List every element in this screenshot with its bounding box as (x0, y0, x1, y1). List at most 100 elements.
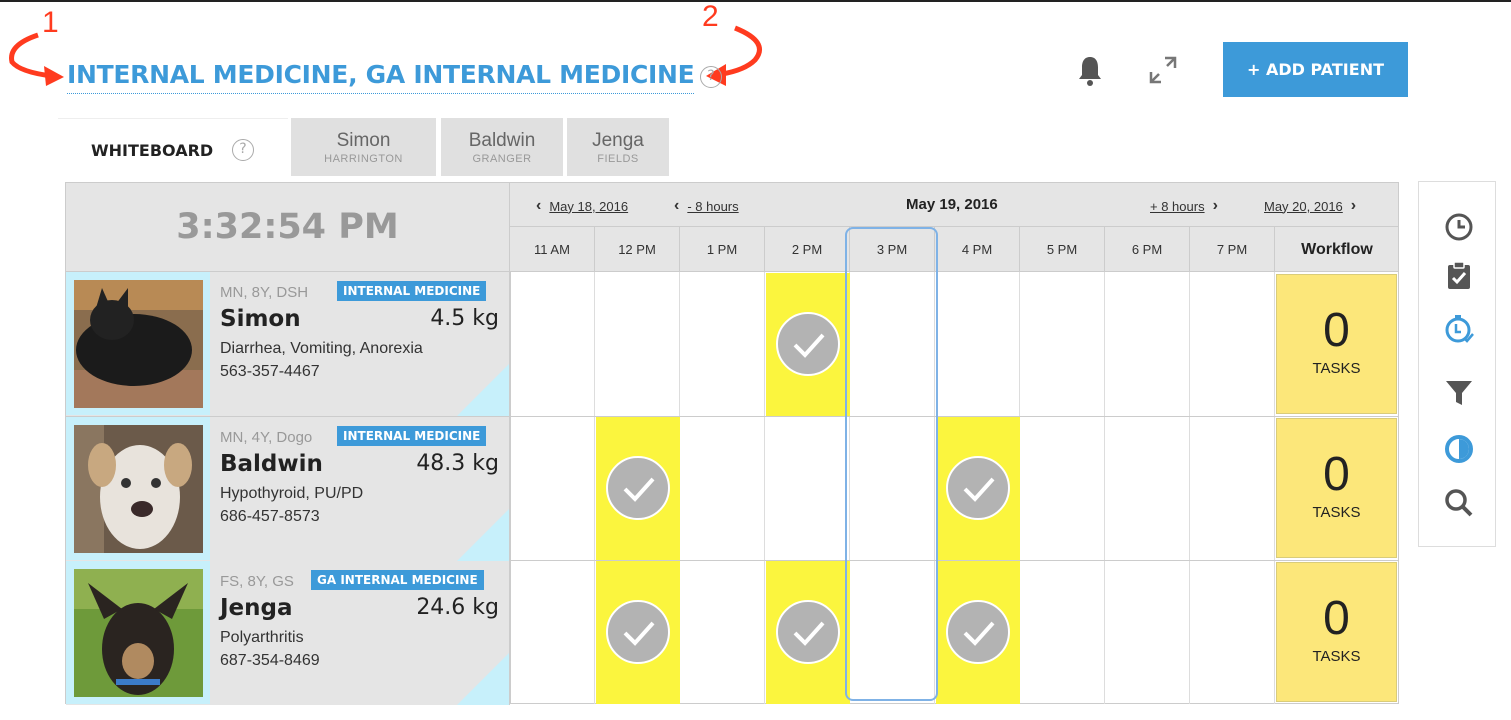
clipboard-check-icon[interactable] (1444, 260, 1474, 290)
next-hours-label[interactable]: + 8 hours (1150, 198, 1205, 214)
task-complete-icon[interactable] (776, 600, 840, 664)
patient-conditions: Polyarthritis (220, 629, 304, 646)
tasks-count: 0 (1323, 304, 1350, 357)
tab-patient-first-name: Baldwin (468, 130, 536, 151)
tab-patient-simon[interactable]: Simon HARRINGTON (291, 118, 436, 176)
workflow-tasks-baldwin[interactable]: 0 TASKS (1276, 418, 1397, 558)
patient-card-baldwin[interactable]: MN, 4Y, Dogo INTERNAL MEDICINE Baldwin 4… (66, 417, 510, 561)
clock-icon[interactable] (1444, 212, 1474, 242)
patient-weight: 24.6 kg (416, 595, 499, 620)
patient-conditions: Diarrhea, Vomiting, Anorexia (220, 340, 423, 357)
patient-photo-frame (66, 272, 210, 415)
task-complete-icon[interactable] (946, 456, 1010, 520)
task-complete-icon[interactable] (606, 456, 670, 520)
fullscreen-icon[interactable] (1149, 56, 1177, 84)
prev-day-link[interactable]: ‹ May 18, 2016 (536, 197, 628, 215)
hour-header: 11 AM 12 PM 1 PM 2 PM 3 PM 4 PM 5 PM 6 P… (510, 227, 1398, 272)
next-day-label[interactable]: May 20, 2016 (1264, 198, 1343, 214)
department-badge: INTERNAL MEDICINE (337, 426, 487, 446)
search-icon[interactable] (1444, 488, 1474, 518)
row-divider (66, 416, 1398, 417)
hour-label: 6 PM (1105, 227, 1190, 272)
annotation-arrowhead-1-top (44, 66, 64, 86)
tab-patient-last-name: GRANGER (472, 153, 532, 165)
annotation-arrow-1-top (9, 32, 53, 79)
patient-phone: 687-354-8469 (220, 652, 320, 669)
page-title[interactable]: INTERNAL MEDICINE, GA INTERNAL MEDICINE (67, 60, 695, 94)
patient-phone: 563-357-4467 (220, 363, 320, 380)
hour-label: 11 AM (510, 227, 595, 272)
whiteboard-help-icon[interactable]: ? (232, 139, 254, 161)
tab-patient-first-name: Jenga (592, 130, 644, 151)
patient-photo-frame (66, 561, 210, 704)
patient-photo-frame (66, 417, 210, 560)
task-complete-icon[interactable] (946, 600, 1010, 664)
hour-column (1190, 272, 1275, 704)
corner-accent (457, 653, 509, 705)
workflow-tasks-jenga[interactable]: 0 TASKS (1276, 562, 1397, 702)
tasks-label: TASKS (1312, 504, 1361, 521)
task-complete-icon[interactable] (606, 600, 670, 664)
prev-hours-label[interactable]: - 8 hours (687, 198, 739, 214)
tasks-count: 0 (1323, 448, 1350, 501)
next-day-link[interactable]: May 20, 2016 › (1264, 197, 1356, 215)
patient-weight: 4.5 kg (430, 306, 499, 331)
tab-patient-last-name: FIELDS (597, 153, 639, 165)
hour-label: 7 PM (1190, 227, 1275, 272)
hour-label: 4 PM (935, 227, 1020, 272)
patient-photo (74, 425, 203, 553)
right-toolbar (1418, 181, 1496, 547)
department-badge: INTERNAL MEDICINE (337, 281, 487, 301)
department-badge: GA INTERNAL MEDICINE (311, 570, 484, 590)
chevron-left-icon: ‹ (674, 197, 680, 214)
task-complete-icon[interactable] (776, 312, 840, 376)
hour-label: 5 PM (1020, 227, 1105, 272)
hour-column (680, 272, 765, 704)
tab-patient-jenga[interactable]: Jenga FIELDS (567, 118, 669, 176)
patient-name[interactable]: Jenga (220, 595, 293, 621)
prev-hours-link[interactable]: ‹ - 8 hours (674, 197, 739, 215)
patient-name[interactable]: Baldwin (220, 451, 323, 477)
tab-whiteboard[interactable]: WHITEBOARD ? (58, 118, 288, 176)
patient-signalment: MN, 4Y, Dogo (220, 429, 313, 446)
bell-icon[interactable] (1077, 55, 1103, 87)
patient-photo (74, 569, 203, 697)
corner-accent (457, 364, 509, 416)
prev-day-label[interactable]: May 18, 2016 (549, 198, 629, 214)
hour-column (765, 272, 850, 704)
patient-card-jenga[interactable]: FS, 8Y, GS GA INTERNAL MEDICINE Jenga 24… (66, 561, 510, 705)
hour-label: 2 PM (765, 227, 850, 272)
filter-icon[interactable] (1444, 378, 1474, 408)
timer-check-icon[interactable] (1444, 314, 1474, 344)
add-patient-button[interactable]: + ADD PATIENT (1223, 42, 1408, 97)
help-icon[interactable]: ? (700, 66, 722, 88)
hour-column (1020, 272, 1105, 704)
patient-phone: 686-457-8573 (220, 508, 320, 525)
next-hours-link[interactable]: + 8 hours › (1150, 197, 1218, 215)
workflow-tasks-simon[interactable]: 0 TASKS (1276, 274, 1397, 414)
current-time: 3:32:54 PM (66, 183, 510, 272)
tab-patient-last-name: HARRINGTON (324, 153, 403, 165)
workflow-header: Workflow (1301, 240, 1373, 258)
annotation-label-2-top: 2 (702, 0, 719, 33)
patient-name[interactable]: Simon (220, 306, 301, 332)
tasks-count: 0 (1323, 592, 1350, 645)
tasks-label: TASKS (1312, 648, 1361, 665)
tab-patient-baldwin[interactable]: Baldwin GRANGER (441, 118, 563, 176)
hour-label: 1 PM (680, 227, 765, 272)
patient-photo (74, 280, 203, 408)
whiteboard-grid: 3:32:54 PM ‹ May 18, 2016 ‹ - 8 hours Ma… (65, 182, 1399, 705)
chevron-right-icon: › (1350, 197, 1357, 214)
hour-column (510, 272, 595, 704)
patient-signalment: MN, 8Y, DSH (220, 284, 309, 301)
patient-card-simon[interactable]: MN, 8Y, DSH INTERNAL MEDICINE Simon 4.5 … (66, 272, 510, 416)
hour-label: 12 PM (595, 227, 680, 272)
hour-column (850, 272, 935, 704)
current-hour-highlight (845, 227, 938, 701)
tab-patient-first-name: Simon (336, 130, 391, 151)
annotation-arrow-2-top (721, 25, 762, 77)
contrast-icon[interactable] (1444, 434, 1474, 464)
hour-column (1105, 272, 1190, 704)
chevron-right-icon: › (1212, 197, 1218, 214)
tasks-label: TASKS (1312, 360, 1361, 377)
